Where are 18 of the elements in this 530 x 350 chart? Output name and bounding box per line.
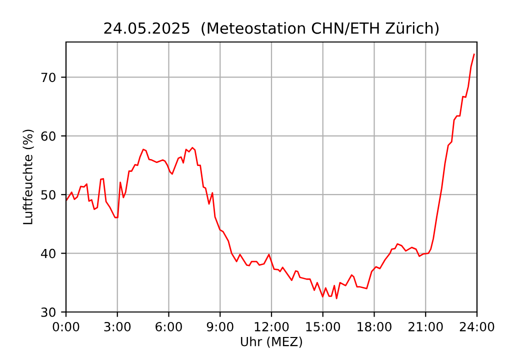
x-tick-label: 15:00 <box>306 322 340 332</box>
y-tick-label: 70 <box>41 72 56 82</box>
x-tick-label: 0:00 <box>52 322 80 332</box>
x-tick-label: 21:00 <box>408 322 443 332</box>
x-tick-label: 12:00 <box>254 322 289 332</box>
y-tick-label: 50 <box>41 190 56 200</box>
x-axis-title: Uhr (MEZ) <box>240 336 302 348</box>
line-series <box>66 54 475 300</box>
y-axis-title: Luftfeuchte (%) <box>22 130 34 224</box>
x-tick-label: 18:00 <box>358 322 392 332</box>
y-tick-label: 40 <box>40 248 56 258</box>
x-tick-label: 9:00 <box>206 322 234 332</box>
chart-title: 24.05.2025 (Meteostation CHN/ETH Zürich) <box>104 22 439 36</box>
y-tick-label: 60 <box>41 131 56 141</box>
x-tick-label: 6:00 <box>156 322 182 332</box>
x-tick-label: 24:00 <box>460 322 494 332</box>
y-tick-label: 30 <box>41 307 56 317</box>
x-tick-label: 3:00 <box>104 322 131 332</box>
